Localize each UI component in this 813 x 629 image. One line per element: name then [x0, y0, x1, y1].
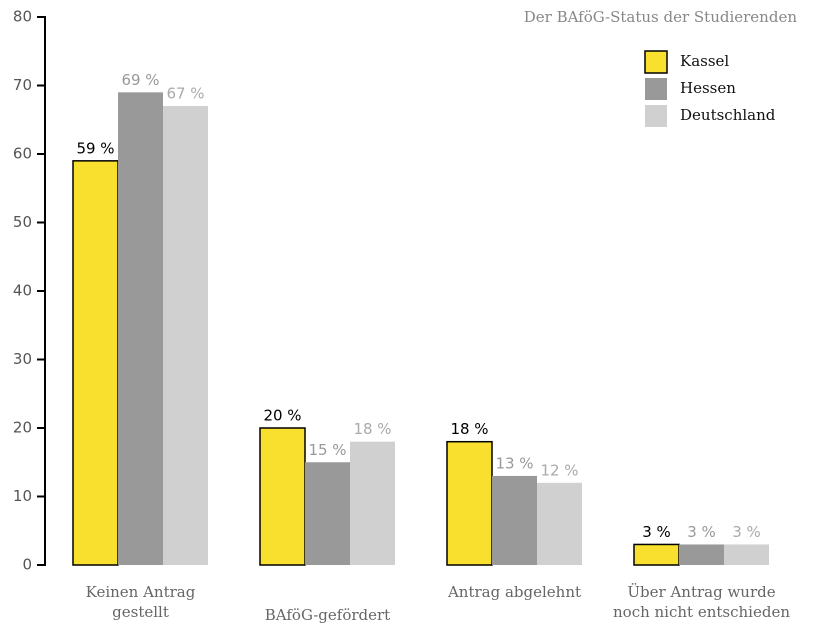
legend-swatch	[645, 78, 667, 100]
y-tick-label: 10	[13, 487, 32, 505]
value-label: 59 %	[76, 139, 114, 157]
bar	[492, 475, 537, 565]
bar	[350, 441, 395, 565]
value-label: 18 %	[353, 420, 391, 438]
bar	[259, 427, 306, 566]
value-label: 3 %	[687, 523, 716, 541]
y-tick-label: 30	[13, 350, 32, 368]
value-label: 69 %	[121, 71, 159, 89]
value-label: 18 %	[450, 420, 488, 438]
legend-swatch	[645, 105, 667, 127]
y-tick-label: 60	[13, 145, 32, 163]
x-tick-label: Keinen Antrag gestellt	[86, 583, 196, 621]
y-tick-label: 70	[13, 76, 32, 94]
value-label: 13 %	[495, 454, 533, 472]
bar	[724, 544, 769, 565]
x-tick-label-line: Antrag abgelehnt	[447, 583, 581, 601]
bar	[163, 106, 208, 566]
value-label: 20 %	[263, 407, 301, 425]
x-tick-label-line: Keinen Antrag	[86, 583, 196, 601]
legend-label: Kassel	[680, 52, 729, 70]
x-tick-label: Über Antrag wurde noch nicht entschieden	[613, 583, 790, 621]
chart-title: Der BAföG-Status der Studierenden	[524, 8, 798, 26]
x-tick-label-line: noch nicht entschieden	[613, 603, 790, 621]
x-tick-label: BAföG-gefördert	[265, 606, 390, 624]
bar	[679, 544, 724, 565]
legend-label: Deutschland	[680, 106, 776, 124]
value-label: 12 %	[540, 461, 578, 479]
y-tick-label: 40	[13, 282, 32, 300]
y-tick-label: 0	[22, 556, 32, 574]
value-label: 3 %	[642, 523, 671, 541]
bar	[72, 160, 119, 566]
value-label: 67 %	[166, 85, 204, 103]
x-tick-label-line: BAföG-gefördert	[265, 606, 390, 624]
legend-label: Hessen	[680, 79, 736, 97]
y-tick-label: 80	[13, 8, 32, 26]
bar	[537, 482, 582, 565]
bar	[446, 440, 493, 566]
y-tick-label: 20	[13, 419, 32, 437]
x-tick-label: Antrag abgelehnt	[447, 583, 581, 601]
legend-swatch	[644, 50, 668, 74]
y-tick-label: 50	[13, 213, 32, 231]
bar	[633, 543, 680, 566]
x-tick-label-line: Über Antrag wurde	[627, 583, 775, 601]
x-tick-label-line: gestellt	[112, 603, 169, 621]
value-label: 3 %	[732, 523, 761, 541]
bar	[118, 92, 163, 565]
bar	[305, 462, 350, 565]
value-label: 15 %	[308, 441, 346, 459]
